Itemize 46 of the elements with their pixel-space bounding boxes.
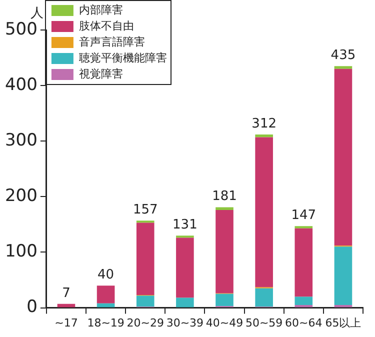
bar bbox=[294, 228, 313, 297]
y-tick-label: 0 bbox=[26, 297, 38, 318]
total-label: 7 bbox=[62, 286, 70, 301]
y-tick-label: 300 bbox=[4, 130, 38, 151]
x-tick-label: 30~39 bbox=[166, 316, 204, 330]
total-label: 435 bbox=[330, 48, 356, 63]
legend-label: 内部障害 bbox=[78, 3, 123, 16]
total-label: 181 bbox=[212, 189, 237, 204]
bar bbox=[255, 288, 273, 307]
y-tick-label: 500 bbox=[4, 19, 38, 40]
legend-label: 音声言語障害 bbox=[78, 35, 145, 48]
x-tick-label: 40~49 bbox=[206, 316, 244, 330]
y-axis-title: 人 bbox=[30, 6, 44, 21]
total-label: 40 bbox=[98, 267, 114, 282]
bar bbox=[216, 294, 234, 306]
bar bbox=[255, 137, 273, 288]
bar bbox=[334, 66, 352, 69]
y-tick-label: 400 bbox=[4, 74, 38, 95]
x-tick-label: 60~64 bbox=[285, 316, 322, 330]
total-label: 131 bbox=[172, 217, 198, 232]
bar bbox=[57, 304, 76, 308]
x-tick-label: 18~19 bbox=[87, 316, 124, 330]
y-tick-label: 100 bbox=[4, 242, 38, 262]
legend-label: 聴覚平衡機能障害 bbox=[78, 51, 167, 64]
bar bbox=[216, 207, 234, 210]
x-tick-label: 50~59 bbox=[245, 316, 283, 330]
x-tick-label: ~17 bbox=[54, 316, 78, 330]
bar bbox=[176, 298, 194, 308]
bar bbox=[136, 296, 154, 307]
bar bbox=[136, 222, 154, 296]
legend-label: 肢体不自由 bbox=[78, 19, 134, 32]
bar bbox=[96, 303, 115, 308]
bar bbox=[216, 210, 234, 294]
bar bbox=[255, 134, 273, 138]
bar bbox=[294, 296, 313, 306]
total-label: 147 bbox=[291, 208, 316, 223]
legend-label: 視覚障害 bbox=[78, 67, 123, 80]
bar bbox=[176, 238, 194, 298]
y-tick-label: 200 bbox=[4, 186, 38, 206]
x-tick-label: 65以上 bbox=[325, 316, 362, 330]
bar bbox=[96, 286, 115, 304]
total-label: 312 bbox=[252, 116, 276, 132]
x-tick-label: 20~29 bbox=[126, 316, 164, 330]
bar bbox=[334, 68, 352, 246]
bar bbox=[334, 246, 352, 306]
total-label: 157 bbox=[132, 202, 158, 218]
